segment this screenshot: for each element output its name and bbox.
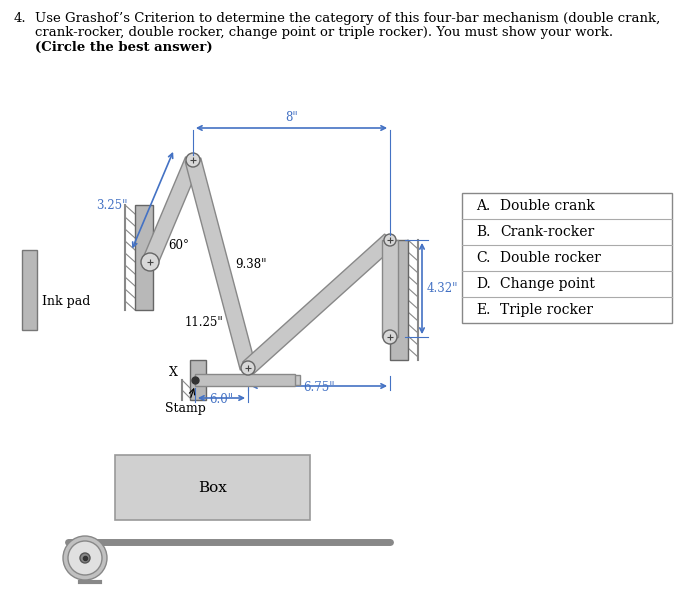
Text: Double rocker: Double rocker <box>500 251 601 265</box>
Circle shape <box>141 253 159 271</box>
Text: Stamp: Stamp <box>165 402 206 415</box>
Bar <box>115 455 310 520</box>
Bar <box>190 360 206 400</box>
Circle shape <box>68 541 102 575</box>
Polygon shape <box>382 240 398 337</box>
Circle shape <box>63 536 107 580</box>
Polygon shape <box>195 375 300 385</box>
Bar <box>22 250 37 330</box>
Text: A.: A. <box>476 199 490 213</box>
Bar <box>135 205 153 310</box>
Text: C.: C. <box>476 251 491 265</box>
Text: 6.0": 6.0" <box>209 393 234 406</box>
Text: Change point: Change point <box>500 277 595 291</box>
Text: 3.25": 3.25" <box>96 199 127 211</box>
Text: crank-rocker, double rocker, change point or triple rocker). You must show your : crank-rocker, double rocker, change poin… <box>35 26 613 39</box>
Polygon shape <box>143 157 200 265</box>
Text: X: X <box>168 365 177 378</box>
Text: Crank-rocker: Crank-rocker <box>500 225 594 239</box>
Text: 4.32": 4.32" <box>427 282 459 295</box>
Circle shape <box>80 553 90 563</box>
Text: Ink pad: Ink pad <box>42 295 90 308</box>
Text: Box: Box <box>198 480 227 494</box>
Text: (Circle the best answer): (Circle the best answer) <box>35 41 212 54</box>
Circle shape <box>383 330 397 344</box>
Text: Double crank: Double crank <box>500 199 595 213</box>
Text: Use Grashof’s Criterion to determine the category of this four-bar mechanism (do: Use Grashof’s Criterion to determine the… <box>35 12 661 25</box>
Polygon shape <box>185 158 255 370</box>
Circle shape <box>241 361 255 375</box>
Bar <box>195 374 295 386</box>
Text: Triple rocker: Triple rocker <box>500 303 593 317</box>
Bar <box>462 193 672 323</box>
Text: 6.75": 6.75" <box>303 381 335 394</box>
Text: 8": 8" <box>285 111 298 124</box>
Text: 11.25": 11.25" <box>185 315 223 329</box>
Text: B.: B. <box>476 225 491 239</box>
Circle shape <box>384 234 396 246</box>
Text: 4.: 4. <box>14 12 26 25</box>
Text: 9.38": 9.38" <box>235 257 267 271</box>
Text: E.: E. <box>476 303 491 317</box>
Text: D.: D. <box>476 277 491 291</box>
Text: 60°: 60° <box>168 239 189 252</box>
Circle shape <box>186 153 200 167</box>
Polygon shape <box>243 234 395 374</box>
Bar <box>390 240 408 360</box>
